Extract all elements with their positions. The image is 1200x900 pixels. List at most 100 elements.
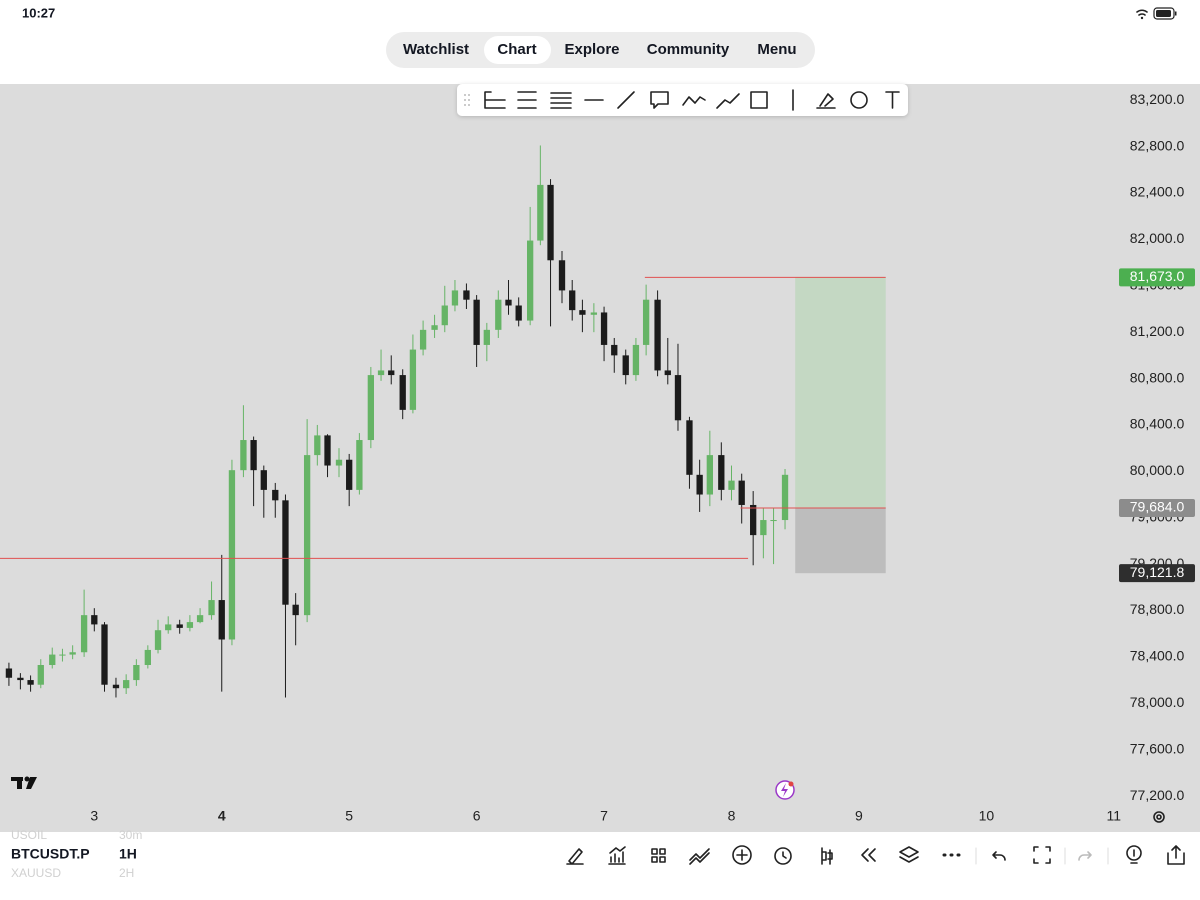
nav-tab[interactable]: Chart — [497, 41, 536, 58]
candle-body — [91, 615, 98, 625]
candle-body — [770, 520, 777, 522]
settings-icon[interactable] — [1153, 811, 1165, 823]
candle-body — [547, 184, 554, 261]
symbol[interactable]: XAUUSD — [11, 866, 61, 880]
y-tick-label: 78,800.0 — [1130, 601, 1185, 617]
candle-body — [728, 480, 735, 490]
candle-body — [409, 349, 417, 410]
candle-body — [346, 459, 353, 490]
x-tick-label: 7 — [600, 808, 608, 824]
bottom-toolbar — [566, 845, 1185, 865]
candle-body — [642, 299, 650, 345]
tool-icon[interactable] — [682, 96, 706, 106]
x-tick-label: 8 — [728, 808, 736, 824]
y-tick-label: 80,400.0 — [1130, 416, 1185, 432]
candle-body — [537, 184, 544, 241]
tool-icon[interactable] — [550, 92, 572, 109]
candle-body — [303, 455, 311, 616]
candle-body — [463, 290, 470, 300]
toolbar-icon[interactable] — [1126, 845, 1142, 861]
toolbar-icon[interactable] — [821, 847, 833, 865]
price-badge-label: 81,673.0 — [1130, 268, 1185, 284]
tool-icon[interactable] — [517, 91, 537, 109]
candle-body — [664, 370, 671, 376]
candle-body — [133, 665, 140, 681]
tool-icon[interactable] — [850, 91, 868, 109]
candle-body — [505, 299, 512, 306]
candle-body — [218, 600, 225, 640]
candle-body — [706, 455, 713, 495]
candle-body — [5, 668, 13, 678]
interval[interactable]: 1H — [119, 846, 137, 862]
candle-body — [80, 615, 88, 653]
tool-icon[interactable] — [650, 91, 669, 109]
x-tick-label: 10 — [979, 808, 995, 824]
nav-active-pill — [484, 36, 551, 64]
candle-body — [388, 370, 395, 376]
toolbar-icon[interactable] — [689, 848, 710, 865]
toolbar-icon[interactable] — [1033, 846, 1051, 864]
candle-body — [154, 630, 162, 650]
profit-zone — [795, 277, 886, 508]
nav-tab[interactable]: Explore — [564, 41, 619, 58]
candle-body — [228, 470, 236, 640]
toolbar-icon[interactable] — [608, 846, 626, 865]
chart-background — [0, 84, 1200, 832]
x-tick-label: 6 — [473, 808, 481, 824]
candle-body — [674, 375, 682, 421]
toolbar-icon[interactable] — [1167, 845, 1185, 865]
candle-body — [718, 455, 725, 490]
toolbar-icon[interactable] — [774, 847, 792, 865]
nav-tab[interactable]: Community — [647, 41, 730, 58]
status-time: 10:27 — [22, 5, 55, 20]
candle-body — [738, 480, 745, 505]
toolbar-icon[interactable] — [992, 851, 1006, 861]
replay-badge[interactable] — [775, 780, 795, 800]
candle-body — [526, 240, 534, 321]
toolbar-icon[interactable] — [899, 846, 919, 863]
nav-tab[interactable]: Menu — [757, 41, 796, 58]
tool-icon[interactable] — [750, 91, 768, 109]
symbol[interactable]: USOIL — [11, 828, 47, 842]
drawing-toolbar — [457, 84, 908, 116]
toolbar-icon[interactable] — [861, 848, 876, 862]
candle-body — [250, 440, 257, 471]
status-icons — [1136, 7, 1177, 20]
candle-body — [495, 299, 502, 330]
tool-icon[interactable] — [885, 91, 900, 109]
candle-body — [781, 474, 789, 521]
tool-icon[interactable] — [716, 93, 740, 109]
interval[interactable]: 2H — [119, 866, 134, 880]
axes: 77,200.0 77,600.0 78,000.0 78,400.0 78,800.0… — [90, 91, 1195, 824]
toolbar-icon[interactable] — [1078, 851, 1092, 861]
candle-body — [558, 260, 566, 291]
candle-body — [590, 312, 598, 315]
candle-body — [176, 624, 183, 628]
price-badge-label: 79,121.8 — [1130, 564, 1185, 580]
tool-icon[interactable] — [484, 91, 506, 109]
toolbar-icon[interactable] — [651, 848, 666, 863]
candle-body — [686, 420, 693, 475]
price-badge — [1119, 564, 1195, 583]
candle-body — [696, 474, 703, 495]
toolbar-icon[interactable] — [732, 845, 752, 865]
y-tick-label: 82,000.0 — [1130, 230, 1185, 246]
tool-icon[interactable] — [617, 91, 635, 109]
candle-body — [399, 375, 406, 410]
interval[interactable]: 30m — [119, 828, 142, 842]
price-badge — [1119, 268, 1195, 287]
tool-icon[interactable] — [816, 93, 836, 109]
candle-body — [367, 375, 375, 441]
x-tick-label: 4 — [218, 808, 226, 824]
candle-body — [17, 677, 24, 681]
tv-logo — [11, 776, 37, 789]
nav-tab[interactable]: Watchlist — [403, 41, 469, 58]
candle-body — [335, 459, 343, 466]
candle-body — [600, 312, 608, 345]
toolbar-icon[interactable] — [566, 848, 584, 865]
candle-body — [37, 665, 44, 685]
candle-body — [579, 310, 586, 315]
candle-body — [112, 684, 120, 689]
bottom-bar — [0, 832, 1200, 900]
symbol[interactable]: BTCUSDT.P — [11, 846, 90, 862]
